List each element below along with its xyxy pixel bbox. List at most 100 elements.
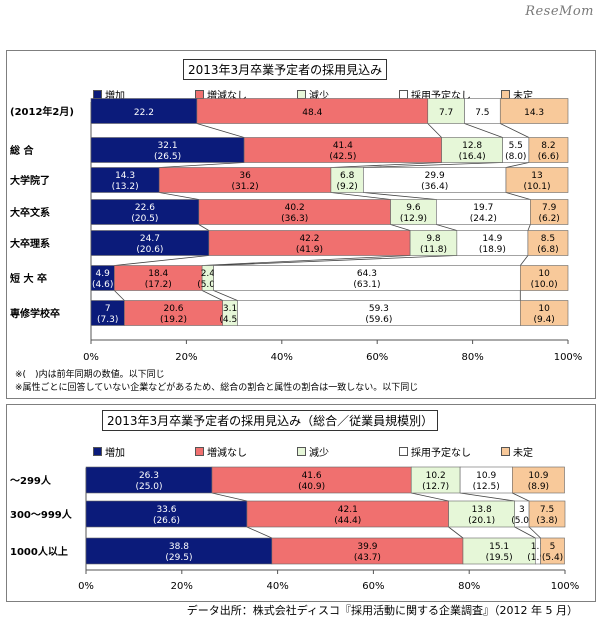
- category-label: 短 大 卒: [10, 272, 47, 285]
- prev-value-label-increase: (7.3): [97, 315, 118, 325]
- bar-segment-no-hiring: [436, 199, 531, 225]
- series-connector-line: [213, 290, 238, 301]
- legend-label: 採用予定なし: [411, 91, 471, 102]
- category-label: 大卒文系: [10, 206, 50, 219]
- series-connector-line: [500, 123, 530, 138]
- bar-segment-increase: [90, 300, 125, 326]
- data-label-no-change: 48.4: [302, 108, 322, 118]
- prev-value-label-undecided: (8.9): [528, 482, 549, 492]
- bar-segment-undecided: [527, 230, 569, 256]
- data-label-no-change: 42.2: [299, 234, 319, 244]
- data-label-no-change: 18.4: [148, 269, 168, 279]
- legend-label: 採用予定なし: [411, 448, 471, 459]
- category-label: 1000人以上: [10, 545, 68, 558]
- legend-swatch: [399, 447, 408, 456]
- prev-value-label-undecided: (6.6): [538, 152, 559, 162]
- bar-segment-decrease: [330, 167, 364, 193]
- bar-segment-no-change: [246, 500, 449, 528]
- data-label-no-hiring: 29.9: [425, 171, 445, 181]
- prev-value-label-increase: (20.6): [136, 245, 163, 255]
- bar-segment-decrease: [409, 230, 458, 256]
- legend-item-increase: 増加: [93, 444, 195, 459]
- legend-label: 未定: [513, 448, 533, 459]
- data-label-increase: 22.2: [134, 108, 154, 118]
- data-label-decrease: 3.1: [223, 304, 237, 314]
- prev-value-label-no-hiring: (12.5): [473, 482, 500, 492]
- x-tick-label: 60%: [366, 352, 388, 363]
- bar-segment-undecided: [505, 167, 569, 193]
- series-connector-line: [330, 162, 442, 168]
- bar-segment-no-hiring: [459, 466, 513, 494]
- data-label-no-change: 41.4: [333, 141, 353, 151]
- data-label-increase: 33.6: [156, 505, 176, 515]
- data-label-decrease: 15.1: [489, 542, 509, 552]
- footnote-1: ※( )内は前年同期の数値。以下同じ: [15, 370, 165, 380]
- data-label-no-hiring: 10.9: [476, 471, 496, 481]
- prev-value-label-no-hiring: (1.9): [527, 553, 548, 563]
- bar-segment-increase: [85, 537, 273, 565]
- data-label-no-hiring: 59.3: [369, 304, 389, 314]
- bar-segment-no-hiring: [363, 167, 507, 193]
- prev-value-label-no-change: (40.9): [298, 482, 325, 492]
- prev-value-label-decrease: (4.5): [219, 315, 240, 325]
- bar-segment-no-change: [196, 98, 429, 124]
- x-tick-label: 0%: [83, 352, 99, 363]
- bar-segment-no-change: [124, 300, 223, 326]
- series-connector-line: [519, 255, 529, 266]
- x-tick-label: 100%: [551, 581, 580, 592]
- data-label-no-change: 36: [239, 171, 251, 181]
- series-connector-line: [512, 492, 530, 502]
- bar-segment-increase: [90, 137, 245, 163]
- bar-segment-undecided: [530, 199, 569, 225]
- prev-value-label-decrease: (5.0): [197, 280, 218, 290]
- prev-value-label-no-hiring: (8.0): [505, 152, 526, 162]
- prev-value-label-no-change: (44.4): [334, 516, 361, 526]
- series-connector-line: [436, 224, 457, 231]
- series-connector-line: [390, 224, 411, 231]
- legend-swatch: [501, 447, 510, 456]
- series-connector-line: [527, 224, 531, 231]
- data-label-no-change: 42.1: [338, 505, 358, 515]
- legend-swatch: [195, 447, 204, 456]
- x-tick-label: 60%: [362, 581, 384, 592]
- chart-title: 2013年3月卒業予定者の採用見込み: [183, 59, 388, 80]
- data-label-increase: 4.9: [96, 269, 111, 279]
- series-connector-line: [213, 255, 457, 266]
- prev-value-label-decrease: (12.7): [422, 482, 449, 492]
- bar-segment-undecided: [519, 300, 569, 326]
- bar-segment-decrease: [448, 500, 516, 528]
- data-label-no-hiring: 64.3: [357, 269, 377, 279]
- data-label-undecided: 5: [550, 542, 556, 552]
- data-label-decrease: 9.8: [426, 234, 441, 244]
- series-connector-line: [211, 492, 248, 502]
- bar-segment-no-hiring: [464, 98, 501, 124]
- prev-value-label-decrease: (16.4): [459, 152, 486, 162]
- bar-segment-increase: [90, 167, 160, 193]
- x-tick-label: 80%: [458, 581, 480, 592]
- bar-segment-increase: [85, 466, 213, 494]
- prev-value-label-increase: (29.5): [165, 553, 192, 563]
- category-label: 大学院了: [10, 174, 50, 187]
- series-connector-line: [201, 290, 223, 301]
- series-connector-line: [460, 492, 515, 502]
- prev-value-label-decrease: (12.9): [400, 214, 427, 224]
- prev-value-label-undecided: (6.2): [538, 214, 559, 224]
- data-label-no-change: 20.6: [163, 304, 183, 314]
- bar-segment-no-hiring: [502, 137, 530, 163]
- prev-value-label-decrease: (9.2): [336, 182, 357, 192]
- series-connector-line: [505, 162, 529, 168]
- data-label-undecided: 8.5: [541, 234, 555, 244]
- prev-value-label-decrease: (20.1): [468, 516, 495, 526]
- x-tick-label: 100%: [554, 352, 583, 363]
- bar-segment-increase: [85, 500, 248, 528]
- bar-segment-no-change: [158, 167, 332, 193]
- data-label-decrease: 9.6: [406, 203, 421, 213]
- category-label: (2012年2月): [10, 105, 74, 118]
- legend-item-no-change: 増減なし: [195, 444, 297, 459]
- category-label: 300～999人: [10, 508, 73, 521]
- prev-value-label-increase: (4.6): [92, 280, 113, 290]
- legend-label: 未定: [513, 91, 533, 102]
- prev-value-label-no-change: (36.3): [281, 214, 308, 224]
- data-label-undecided: 10.9: [528, 471, 548, 481]
